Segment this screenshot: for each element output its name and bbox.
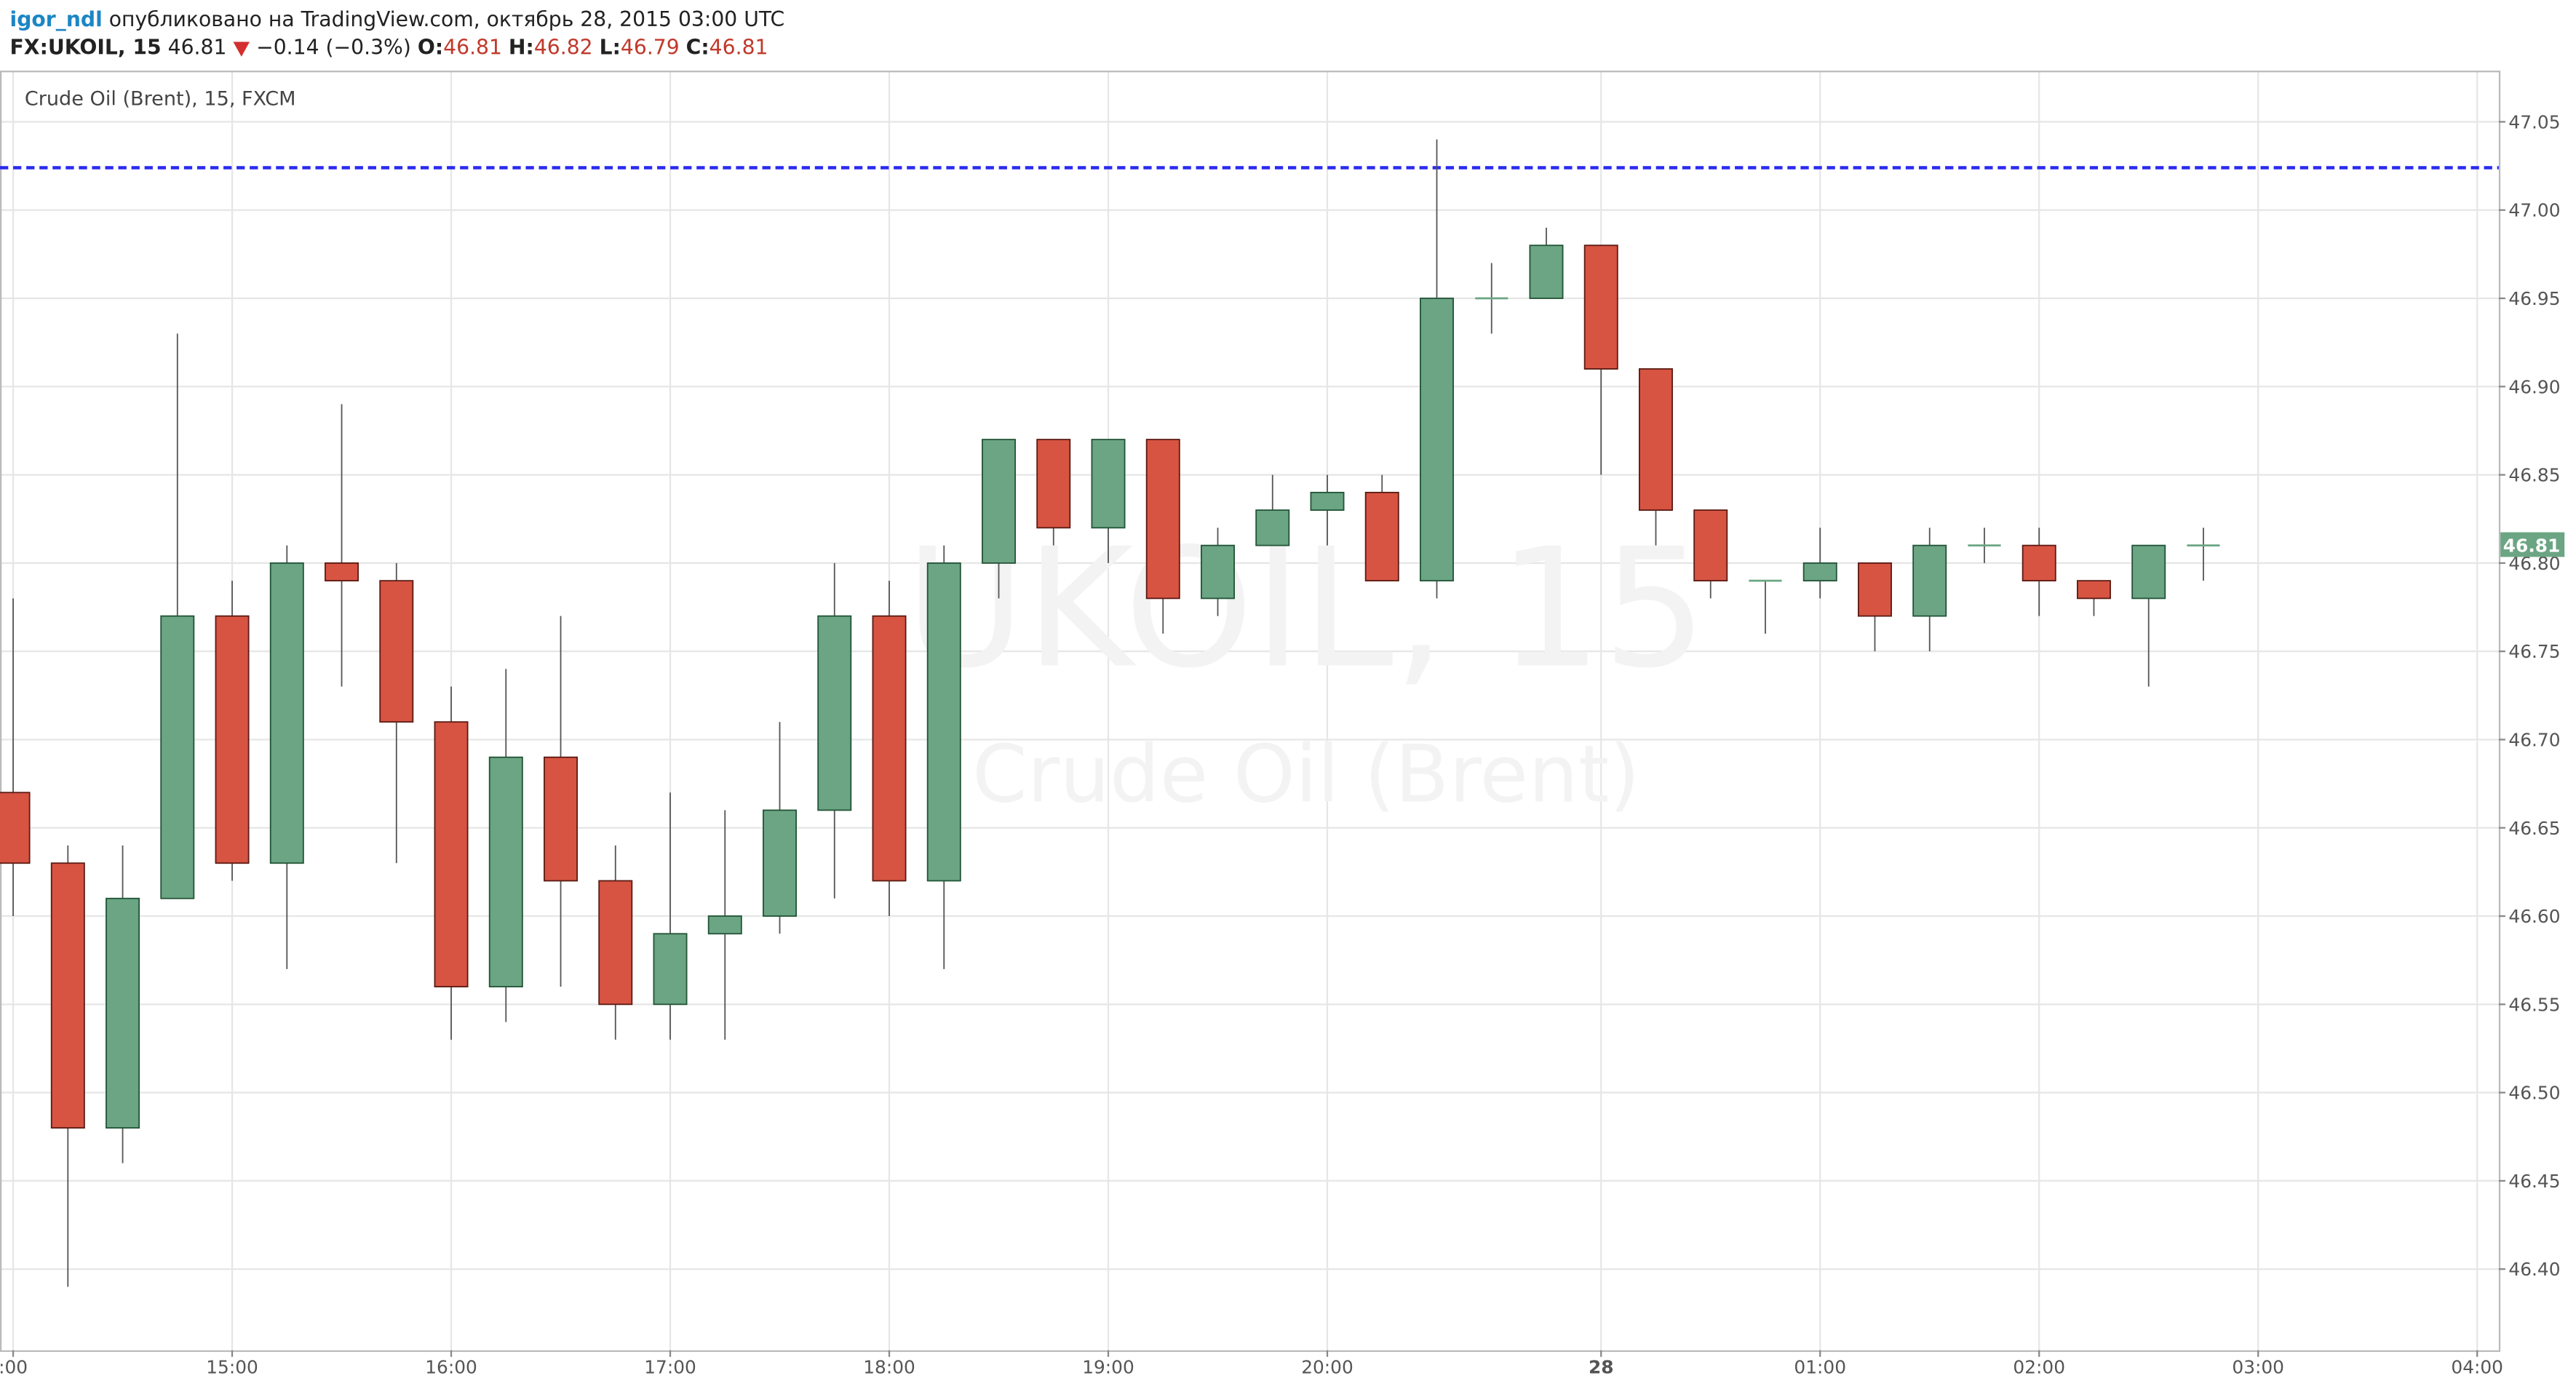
candle-body xyxy=(1639,368,1673,512)
candle-body xyxy=(1693,509,1728,582)
candle-body xyxy=(2076,580,2111,600)
candle-body xyxy=(872,615,907,882)
candle-body xyxy=(1802,562,1837,582)
candle-body xyxy=(50,862,85,1129)
candle-body xyxy=(488,756,523,987)
x-tick-label: 02:00 xyxy=(2013,1356,2065,1377)
x-tick-label: 18:00 xyxy=(863,1356,915,1377)
y-tick-label: 46.60 xyxy=(2508,906,2560,927)
watermark-subtitle: Crude Oil (Brent) xyxy=(972,728,1640,821)
candle-body xyxy=(1255,509,1290,546)
close: 46.81 xyxy=(709,36,768,60)
y-tick-label: 46.50 xyxy=(2508,1083,2560,1104)
candle-body xyxy=(269,562,304,864)
candle-body xyxy=(1583,244,1618,370)
y-tick-label: 46.95 xyxy=(2508,288,2560,309)
close-label: C: xyxy=(686,36,709,60)
quote-line: FX:UKOIL, 15 46.81 −0.14 (−0.3%) O:46.81 … xyxy=(10,36,768,60)
candle-body xyxy=(707,915,742,935)
y-tick-label: 47.05 xyxy=(2508,111,2560,132)
watermark: UKOIL, 15 xyxy=(905,513,1707,704)
candle-body xyxy=(763,809,798,917)
candle-body xyxy=(1364,491,1399,582)
x-tick-label: 04:00 xyxy=(2451,1356,2503,1377)
candle-body xyxy=(325,562,359,582)
x-tick-label: 20:00 xyxy=(1301,1356,1353,1377)
y-tick-label: 46.70 xyxy=(2508,729,2560,750)
candle-body xyxy=(434,721,469,987)
candle-body xyxy=(653,933,688,1006)
last: 46.81 xyxy=(168,36,227,60)
candle-body xyxy=(160,615,195,899)
candle-body xyxy=(1529,244,1564,299)
candle-body xyxy=(1036,439,1071,529)
candle-body xyxy=(1857,562,1892,617)
y-tick-label: 46.45 xyxy=(2508,1171,2560,1192)
x-tick-label: 01:00 xyxy=(1794,1356,1846,1377)
candle-body xyxy=(1912,544,1947,617)
candle-body xyxy=(817,615,852,811)
published: опубликовано на TradingView.com, октябрь… xyxy=(109,7,784,31)
y-tick-label: 46.40 xyxy=(2508,1259,2560,1280)
candle-body xyxy=(2022,544,2056,582)
candle-body xyxy=(598,880,633,1006)
y-tick-label: 47.00 xyxy=(2508,200,2560,221)
plot-frame xyxy=(0,71,2501,1353)
candle-body xyxy=(1145,439,1180,600)
legend: Crude Oil (Brent), 15, FXCM xyxy=(25,87,296,110)
candle-body xyxy=(544,756,579,882)
open-label: O: xyxy=(418,36,443,60)
x-tick-label: 17:00 xyxy=(644,1356,696,1377)
x-tick-label: 19:00 xyxy=(1082,1356,1134,1377)
candle-body xyxy=(1420,298,1454,582)
candle-body xyxy=(215,615,250,864)
x-tick-label: 28 xyxy=(1589,1356,1614,1377)
last-price-label: 46.81 xyxy=(2503,536,2561,557)
author[interactable]: igor_ndl xyxy=(10,7,103,31)
change: −0.14 (−0.3%) xyxy=(256,36,411,60)
high: 46.82 xyxy=(534,36,593,60)
x-tick-label: 16:00 xyxy=(425,1356,477,1377)
y-tick-label: 46.55 xyxy=(2508,994,2560,1015)
down-arrow-icon xyxy=(233,41,250,57)
candle-body xyxy=(1310,491,1345,512)
last-price-tag xyxy=(2500,532,2565,557)
candle-body xyxy=(106,897,140,1129)
candle-body xyxy=(1091,439,1126,529)
symbol: FX:UKOIL, 15 xyxy=(10,36,162,60)
open: 46.81 xyxy=(443,36,502,60)
watermark-layer: UKOIL, 15 Crude Oil (Brent) xyxy=(905,513,1707,820)
x-tick-label: :00 xyxy=(0,1356,28,1377)
y-tick-label: 46.65 xyxy=(2508,818,2560,839)
y-tick-label: 46.90 xyxy=(2508,376,2560,397)
candle-body xyxy=(926,562,961,882)
candle-body xyxy=(1201,544,1235,600)
x-tick-label: 03:00 xyxy=(2232,1356,2284,1377)
candle-body xyxy=(0,792,31,864)
candle-body xyxy=(982,439,1016,564)
low: 46.79 xyxy=(621,36,680,60)
y-tick-label: 46.75 xyxy=(2508,641,2560,662)
y-tick-label: 46.85 xyxy=(2508,465,2560,486)
high-label: H: xyxy=(509,36,534,60)
candle-body xyxy=(379,580,414,723)
candle-body xyxy=(2131,544,2166,600)
low-label: L: xyxy=(600,36,621,60)
header-line: igor_ndl опубликовано на TradingView.com… xyxy=(10,7,785,31)
x-tick-label: 15:00 xyxy=(206,1356,258,1377)
